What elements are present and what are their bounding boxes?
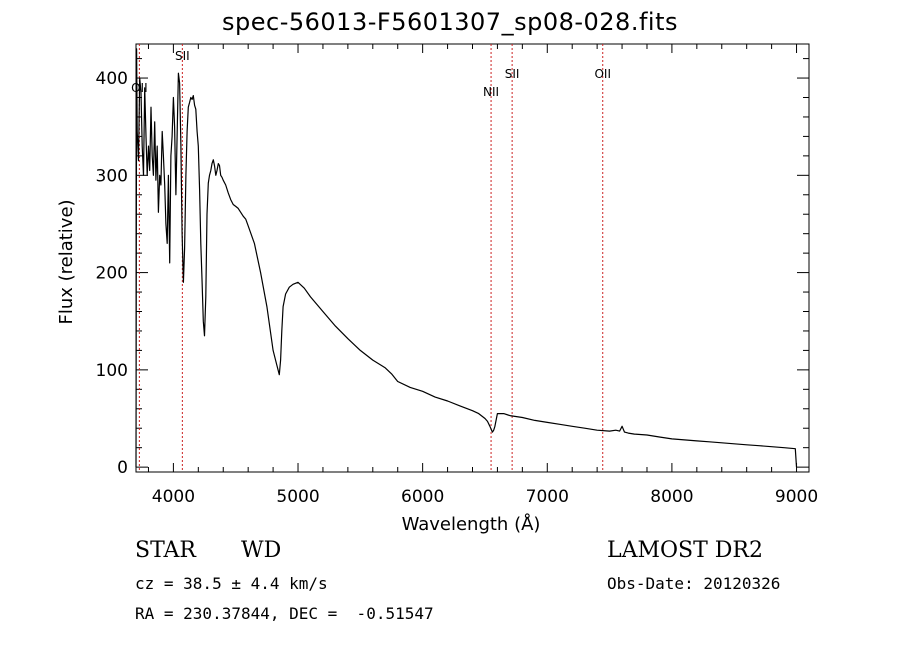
sky-coordinates: RA = 230.37844, DEC = -0.51547 — [135, 604, 434, 623]
object-subclass: WD — [241, 538, 282, 563]
y-axis-label: Flux (relative) — [56, 199, 77, 324]
x-tick-label: 6000 — [401, 487, 444, 507]
plot-frame — [135, 43, 810, 473]
y-tick-label: 100 — [96, 361, 128, 381]
y-tick-label: 400 — [96, 69, 128, 89]
spectrum-series — [135, 48, 798, 468]
line-marker-label: NII — [483, 85, 499, 99]
x-tick-label: 8000 — [650, 487, 693, 507]
x-tick-label: 9000 — [775, 487, 818, 507]
x-tick-label: 5000 — [276, 487, 319, 507]
y-tick-label: 300 — [96, 166, 128, 186]
y-tick-label: 200 — [96, 264, 128, 284]
object-class: STAR — [135, 538, 196, 563]
survey-name: LAMOST DR2 — [607, 538, 763, 563]
x-axis-label: Wavelength (Å) — [402, 513, 541, 535]
plot-axes: 4000 5000 6000 7000 8000 9000 0 100 200 300 400 — [96, 43, 818, 507]
x-tick-label: 4000 — [152, 487, 195, 507]
line-marker-label: SII — [175, 49, 190, 63]
spectrum-line — [135, 48, 798, 468]
y-tick-label: 0 — [117, 458, 128, 478]
observation-date: Obs-Date: 20120326 — [607, 574, 781, 593]
chart-title: spec-56013-F5601307_sp08-028.fits — [222, 8, 678, 36]
x-tick-label: 7000 — [526, 487, 569, 507]
line-marker-label: SII — [505, 67, 520, 81]
redshift-velocity: cz = 38.5 ± 4.4 km/s — [135, 574, 328, 593]
line-marker-label: OII — [594, 67, 611, 81]
